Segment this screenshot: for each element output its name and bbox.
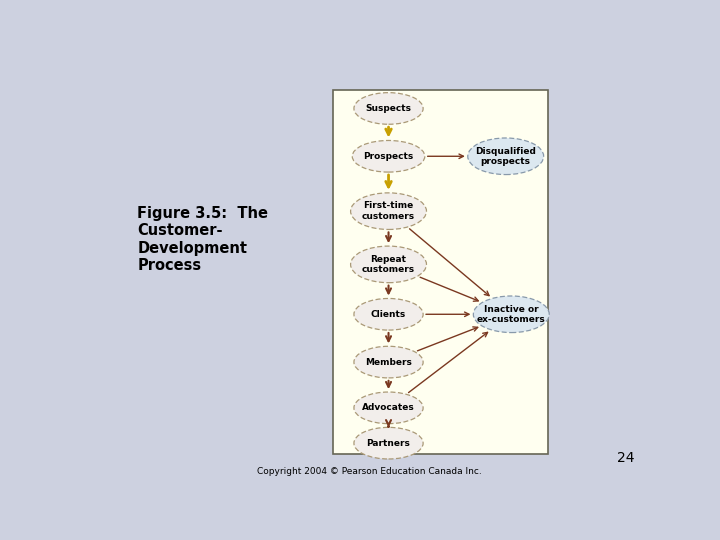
Ellipse shape xyxy=(351,246,426,282)
Ellipse shape xyxy=(354,427,423,459)
Ellipse shape xyxy=(473,296,549,333)
Text: Clients: Clients xyxy=(371,310,406,319)
Text: Inactive or
ex-customers: Inactive or ex-customers xyxy=(477,305,546,324)
Text: 24: 24 xyxy=(616,451,634,465)
Ellipse shape xyxy=(354,346,423,378)
Text: Suspects: Suspects xyxy=(366,104,412,113)
Text: First-time
customers: First-time customers xyxy=(362,201,415,221)
Ellipse shape xyxy=(354,299,423,330)
Text: Figure 3.5:  The
Customer-
Development
Process: Figure 3.5: The Customer- Development Pr… xyxy=(138,206,269,273)
Ellipse shape xyxy=(351,193,426,230)
Text: Copyright 2004 © Pearson Education Canada Inc.: Copyright 2004 © Pearson Education Canad… xyxy=(256,467,482,476)
Text: Prospects: Prospects xyxy=(364,152,414,161)
Ellipse shape xyxy=(468,138,544,174)
Text: Advocates: Advocates xyxy=(362,403,415,413)
Ellipse shape xyxy=(354,93,423,124)
Text: Repeat
customers: Repeat customers xyxy=(362,255,415,274)
Text: Members: Members xyxy=(365,357,412,367)
Text: Disqualified
prospects: Disqualified prospects xyxy=(475,146,536,166)
FancyBboxPatch shape xyxy=(333,90,548,454)
Text: Partners: Partners xyxy=(366,438,410,448)
Ellipse shape xyxy=(352,140,425,172)
Ellipse shape xyxy=(354,392,423,424)
